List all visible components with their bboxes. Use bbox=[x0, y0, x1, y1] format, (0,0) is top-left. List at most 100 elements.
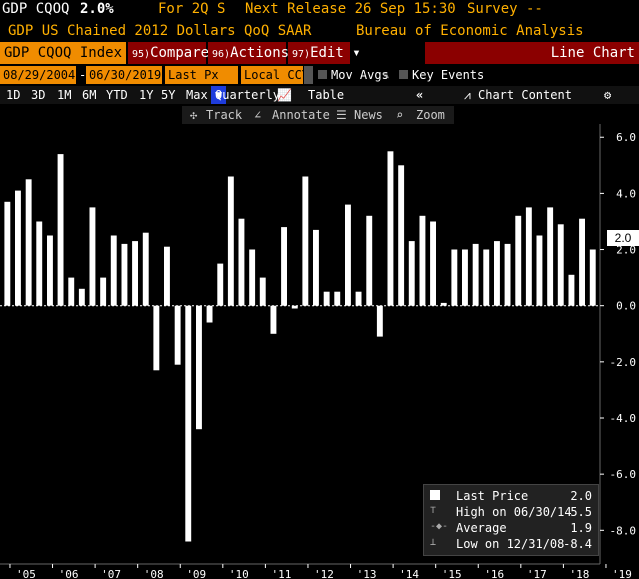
x-tick-label: '11 bbox=[271, 568, 291, 579]
bar bbox=[557, 224, 564, 306]
period-6m[interactable]: 6M bbox=[82, 88, 97, 102]
bar bbox=[174, 305, 181, 365]
x-tick-label: '12 bbox=[314, 568, 334, 579]
x-tick-label: '15 bbox=[442, 568, 462, 579]
pencil-icon[interactable]: ✎ bbox=[382, 68, 390, 82]
bar bbox=[419, 215, 426, 306]
bar bbox=[164, 246, 170, 306]
legend-label: High on 06/30/14 bbox=[456, 505, 572, 519]
y-tick-label: -6.0 bbox=[610, 468, 637, 481]
bar bbox=[206, 305, 213, 323]
source: Bureau of Economic Analysis bbox=[356, 23, 584, 39]
edit-button[interactable]: 97)Edit ▾ bbox=[288, 42, 361, 64]
news-button[interactable]: News bbox=[354, 108, 383, 122]
ccy-dropdown-icon[interactable] bbox=[304, 66, 313, 84]
period-max[interactable]: Max bbox=[186, 88, 208, 102]
x-tick-label: '18 bbox=[569, 568, 589, 579]
chart-content-icon: ⩘ bbox=[464, 88, 471, 102]
bar-chart: 6.0 4.0 2.0 0.0 -2.0 -4.0 -6.0 -8.0 '05 '06 '07 '0… bbox=[0, 124, 637, 579]
average-marker-icon: -◆- bbox=[430, 521, 449, 532]
bar bbox=[408, 241, 415, 306]
actions-button[interactable]: 96)Actions ▾ bbox=[208, 42, 306, 64]
survey: Survey -- bbox=[467, 1, 543, 17]
x-tick-label: '16 bbox=[484, 568, 504, 579]
bar bbox=[15, 190, 21, 306]
bar bbox=[430, 221, 436, 306]
line-chart-title: Line Chart bbox=[425, 42, 639, 64]
index-field[interactable]: GDP CQOQ Index bbox=[0, 42, 126, 64]
bar bbox=[36, 221, 43, 306]
bar bbox=[302, 176, 309, 306]
start-date-field[interactable]: 08/29/2004 bbox=[0, 66, 76, 84]
last-value: 2.0% bbox=[80, 1, 114, 17]
bar bbox=[334, 291, 341, 306]
period-5y[interactable]: 5Y bbox=[161, 88, 176, 102]
chevron-down-icon: ▾ bbox=[352, 45, 361, 61]
key-events-checkbox[interactable] bbox=[399, 70, 408, 79]
chart-content-button[interactable]: Chart Content bbox=[478, 88, 572, 102]
legend-average: -◆- Average 1.9 bbox=[428, 520, 594, 536]
line-chart-icon[interactable]: 📈 bbox=[277, 88, 292, 102]
px-field[interactable]: Last Px bbox=[165, 66, 238, 84]
period-1d[interactable]: 1D bbox=[6, 88, 21, 102]
legend-low: ⊥ Low on 12/31/08 -8.4 bbox=[428, 536, 594, 552]
y-tick-label: 0.0 bbox=[616, 300, 636, 313]
period-ytd[interactable]: YTD bbox=[106, 88, 128, 102]
legend-last-price: Last Price 2.0 bbox=[428, 488, 594, 504]
news-icon: ☰ bbox=[336, 108, 347, 122]
controls-row: 08/29/2004 - 06/30/2019 Last Px Local CC… bbox=[0, 66, 639, 84]
legend-value: 5.5 bbox=[570, 505, 592, 519]
frequency-dropdown[interactable]: Quarterly ▼ bbox=[211, 86, 280, 104]
y-tick-label: 6.0 bbox=[616, 131, 636, 144]
bar bbox=[515, 215, 522, 306]
legend-value: -8.4 bbox=[563, 537, 592, 551]
mov-avgs-label: Mov Avgs bbox=[331, 68, 389, 82]
bar bbox=[589, 249, 596, 306]
bar bbox=[153, 305, 160, 371]
x-tick-label: '07 bbox=[101, 568, 121, 579]
bar bbox=[78, 288, 85, 306]
bar bbox=[47, 235, 53, 306]
bar bbox=[25, 179, 32, 306]
bar bbox=[494, 241, 500, 306]
x-tick-label: '17 bbox=[527, 568, 547, 579]
bar bbox=[110, 235, 117, 306]
bar bbox=[398, 165, 405, 306]
bar bbox=[536, 235, 543, 306]
annotate-icon: ∠ bbox=[254, 108, 262, 122]
x-tick-label: '14 bbox=[399, 568, 419, 579]
legend: Last Price 2.0 ⊤ High on 06/30/14 5.5 -◆… bbox=[423, 484, 599, 556]
ticker: GDP CQOQ bbox=[2, 1, 70, 17]
period-3d[interactable]: 3D bbox=[31, 88, 46, 102]
bar bbox=[525, 207, 532, 306]
gear-icon[interactable]: ⚙ bbox=[604, 88, 612, 102]
legend-label: Low on 12/31/08 bbox=[456, 537, 565, 551]
period-1y[interactable]: 1Y bbox=[139, 88, 154, 102]
bar bbox=[472, 243, 479, 306]
compare-button[interactable]: 95)Compare bbox=[128, 42, 209, 64]
collapse-icon[interactable]: « bbox=[416, 88, 424, 102]
bar bbox=[227, 176, 234, 306]
legend-label: Last Price bbox=[456, 489, 529, 503]
period-1m[interactable]: 1M bbox=[57, 88, 72, 102]
description: GDP US Chained 2012 Dollars QoQ SAAR bbox=[8, 23, 312, 39]
period-row: 1D 3D 1M 6M YTD 1Y 5Y Max Quarterly ▼ 📈 … bbox=[0, 86, 639, 104]
actions-label: Actions bbox=[230, 45, 290, 61]
bar bbox=[259, 277, 266, 306]
x-tick-label: '09 bbox=[186, 568, 206, 579]
chart-toolbar: ✣ Track ∠ Annotate ☰ News ⌕ Zoom bbox=[182, 106, 454, 124]
zoom-button[interactable]: Zoom bbox=[416, 108, 445, 122]
end-date-field[interactable]: 06/30/2019 bbox=[86, 66, 162, 84]
track-button[interactable]: Track bbox=[206, 108, 243, 122]
x-tick-label: '05 bbox=[16, 568, 36, 579]
edit-num: 97) bbox=[292, 49, 311, 60]
bar bbox=[281, 227, 287, 306]
ccy-field[interactable]: Local CCY bbox=[241, 66, 309, 84]
table-button[interactable]: Table bbox=[308, 88, 345, 102]
bar bbox=[100, 277, 107, 306]
compare-num: 95) bbox=[132, 49, 151, 60]
mov-avgs-checkbox[interactable] bbox=[318, 70, 327, 79]
annotate-button[interactable]: Annotate bbox=[272, 108, 330, 122]
y-tick-label: -2.0 bbox=[610, 356, 637, 369]
bar bbox=[483, 249, 490, 306]
